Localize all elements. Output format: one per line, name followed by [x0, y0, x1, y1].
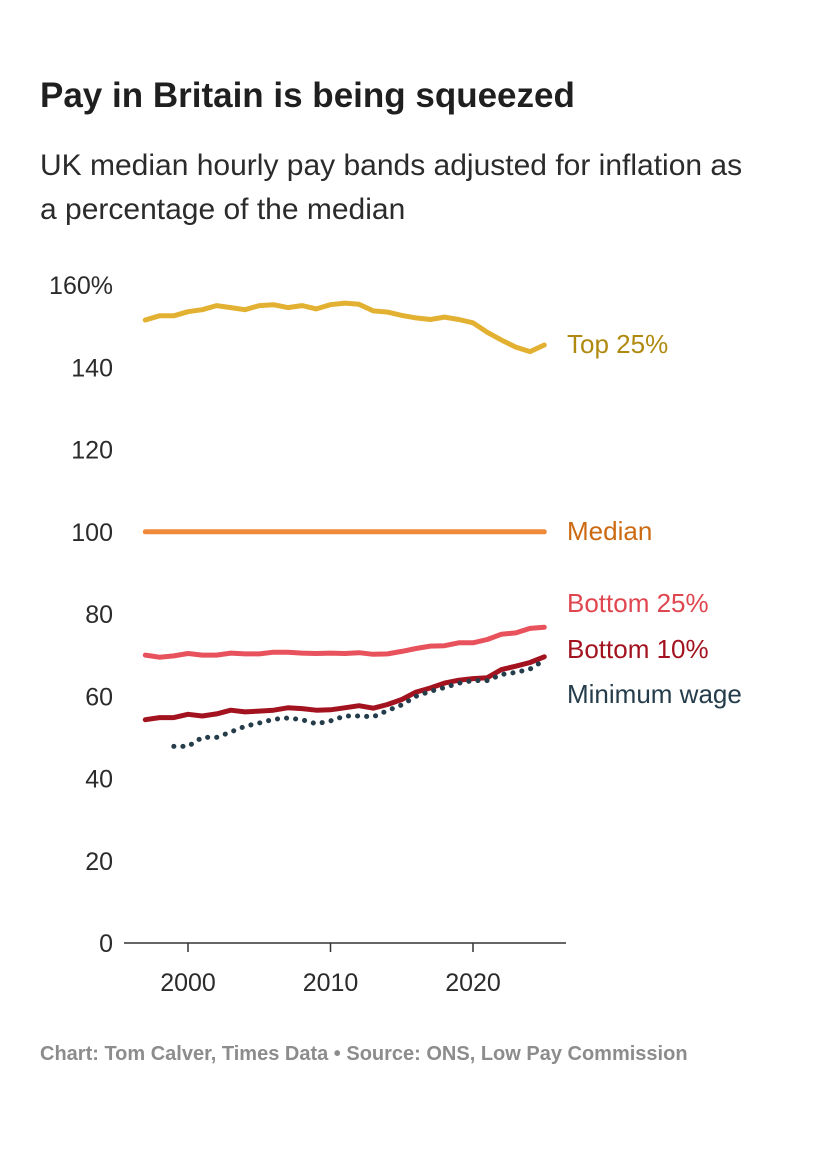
x-tick-label: 2010 — [303, 969, 359, 997]
chart-subtitle: UK median hourly pay bands adjusted for … — [40, 149, 743, 226]
chart-source: Chart: Tom Calver, Times Data • Source: … — [40, 1043, 688, 1065]
line-chart: 0 20 40 60 80 100 120 140 160% 2000 2010 2020 Top 25… — [49, 272, 742, 997]
y-tick-label: 160% — [49, 272, 113, 300]
y-tick-label: 140 — [71, 354, 113, 382]
series-label-minimum-wage: Minimum wage — [567, 679, 742, 709]
y-tick-label: 60 — [85, 683, 113, 711]
y-tick-label: 0 — [99, 930, 113, 958]
series-line-bottom-25 — [142, 624, 547, 660]
series-line-bottom-10 — [142, 654, 547, 723]
series-line-minimum-wage — [171, 657, 547, 749]
series-label-median: Median — [567, 516, 652, 546]
y-tick-label: 100 — [71, 519, 113, 547]
y-tick-label: 40 — [85, 766, 113, 794]
y-tick-label: 80 — [85, 601, 113, 629]
chart-title: Pay in Britain is being squeezed — [40, 76, 575, 115]
x-tick-label: 2000 — [160, 969, 216, 997]
series-line-top-25 — [142, 300, 547, 355]
x-tick-label: 2020 — [445, 969, 501, 997]
series-label-bottom-25: Bottom 25% — [567, 588, 709, 618]
series-label-top-25: Top 25% — [567, 329, 668, 359]
y-tick-label: 20 — [85, 848, 113, 876]
y-tick-label: 120 — [71, 437, 113, 465]
series-label-bottom-10: Bottom 10% — [567, 634, 709, 664]
